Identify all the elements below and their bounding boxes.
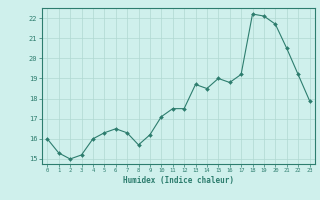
X-axis label: Humidex (Indice chaleur): Humidex (Indice chaleur) bbox=[123, 176, 234, 185]
